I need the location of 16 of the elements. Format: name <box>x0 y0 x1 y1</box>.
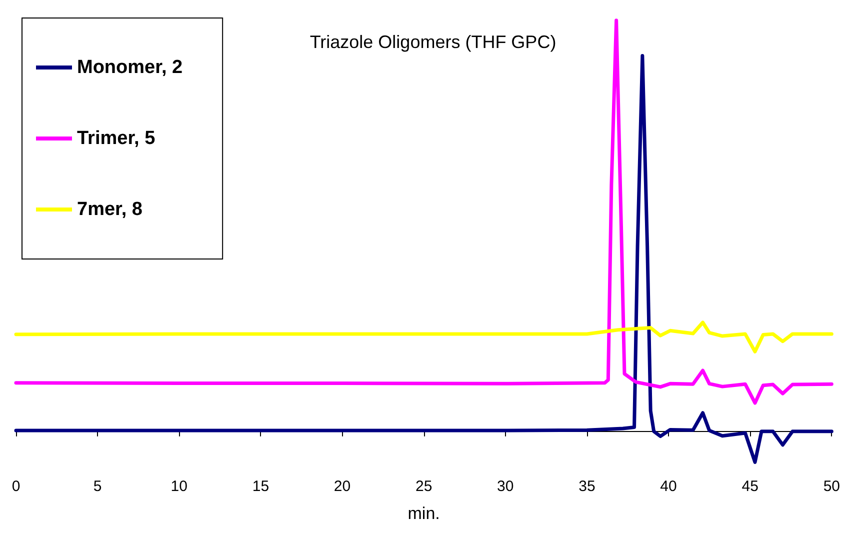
x-axis-title: min. <box>408 504 440 523</box>
x-tick-label: 45 <box>742 478 758 495</box>
x-tick-label: 35 <box>578 478 596 495</box>
x-tick-label: 50 <box>823 478 840 495</box>
text: Triazole Oligomers (THF GPC) <box>310 32 556 52</box>
x-tick-label: 5 <box>93 478 102 495</box>
legend-label: 7mer, 8 <box>77 199 142 220</box>
x-tick-label: 20 <box>334 478 351 495</box>
x-tick-label: 25 <box>415 478 432 495</box>
x-tick-label: 0 <box>12 478 20 495</box>
x-tick-label: 10 <box>170 478 188 495</box>
legend-label: Trimer, 5 <box>77 128 156 149</box>
legend-label: Monomer, 2 <box>77 57 183 78</box>
x-tick-label: 40 <box>660 478 677 495</box>
x-tick-label: 15 <box>252 478 270 495</box>
x-tick-label: 30 <box>497 478 514 495</box>
